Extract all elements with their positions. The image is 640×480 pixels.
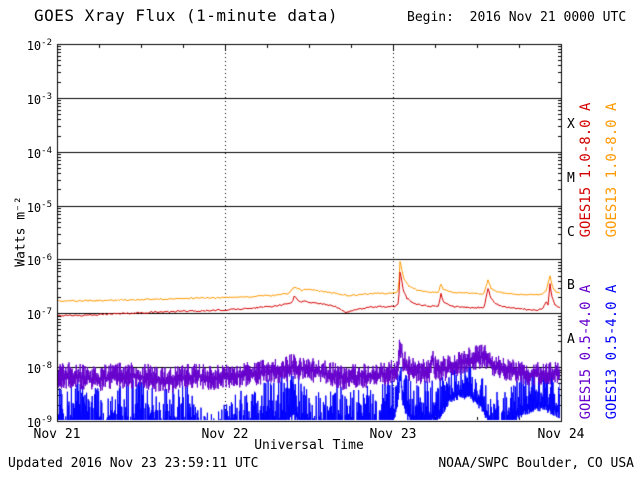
flare-class-letter-c: C [567, 224, 575, 240]
y-tick-label: 10-6 [26, 253, 52, 269]
series-label-goes13-0-5-4-0-a: GOES13 0.5-4.0 A [604, 284, 620, 420]
chart-title: GOES Xray Flux (1-minute data) [34, 6, 338, 25]
series-label-goes15-1-0-8-0-a: GOES15 1.0-8.0 A [578, 102, 594, 238]
series-label-goes13-1-0-8-0-a: GOES13 1.0-8.0 A [604, 102, 620, 238]
x-tick-label: Nov 23 [369, 427, 417, 442]
y-tick-label: 10-5 [26, 199, 52, 215]
flare-class-letter-b: B [567, 278, 575, 294]
y-axis-label: Watts m⁻² [13, 196, 29, 267]
begin-timestamp: Begin: 2016 Nov 21 0000 UTC [407, 10, 627, 25]
y-tick-label: 10-2 [26, 38, 52, 53]
flare-class-letter-a: A [567, 332, 575, 348]
data-source-credit: NOAA/SWPC Boulder, CO USA [438, 456, 634, 471]
x-tick-label: Nov 24 [537, 427, 585, 442]
y-tick-label: 10-8 [26, 361, 52, 377]
y-tick-label: 10-7 [26, 307, 52, 323]
x-tick-label: Nov 22 [201, 427, 249, 442]
x-axis-label: Universal Time [254, 438, 364, 453]
flare-class-letter-m: M [567, 170, 575, 186]
flare-class-letter-x: X [567, 116, 575, 132]
y-tick-label: 10-4 [26, 145, 52, 161]
y-tick-label: 10-3 [26, 91, 52, 107]
series-label-goes15-0-5-4-0-a: GOES15 0.5-4.0 A [578, 284, 594, 420]
y-tick-label: 10-9 [26, 415, 52, 430]
updated-timestamp: Updated 2016 Nov 23 23:59:11 UTC [8, 456, 259, 471]
x-tick-label: Nov 21 [33, 427, 81, 442]
